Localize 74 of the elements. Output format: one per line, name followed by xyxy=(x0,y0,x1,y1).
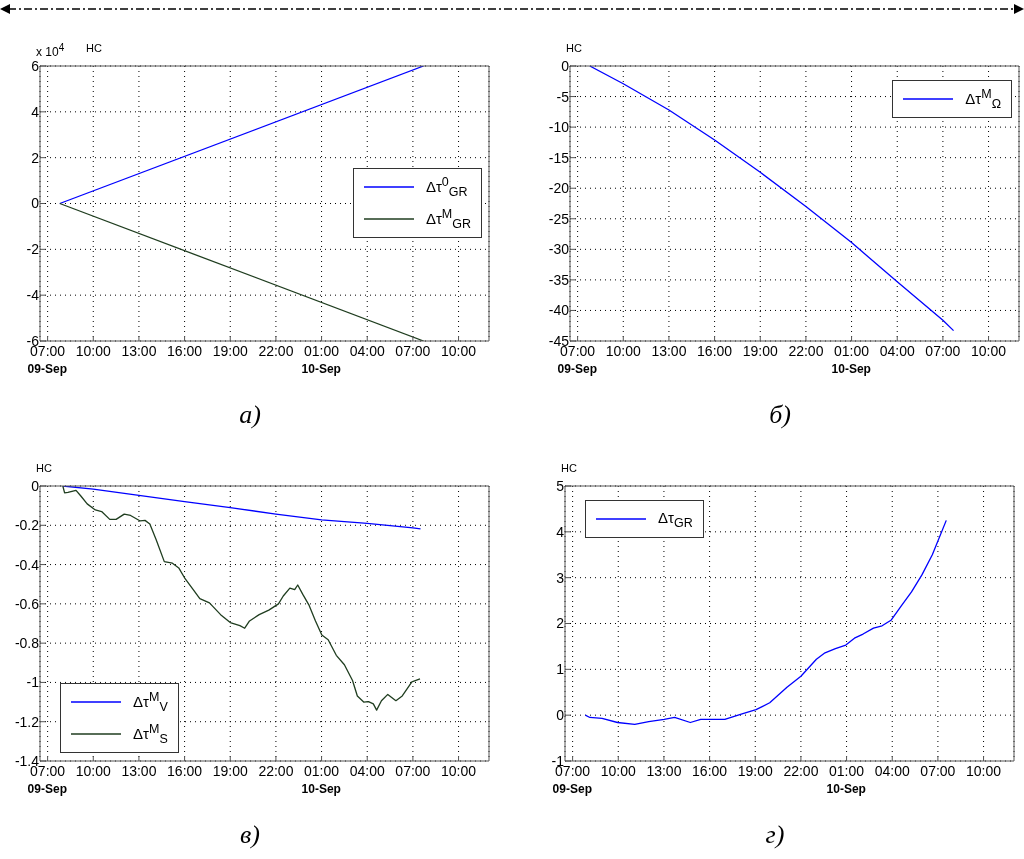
x-tick-label: 19:00 xyxy=(737,763,773,779)
x-tick-label: 10:00 xyxy=(605,343,641,359)
x-tick-label: 13:00 xyxy=(646,763,682,779)
y-tick-label: 3 xyxy=(556,569,565,586)
y-tick-label: -10 xyxy=(548,119,570,136)
x-tick-label: 13:00 xyxy=(651,343,687,359)
y-tick-label: 6 xyxy=(31,57,40,74)
legend-label: Δτ$_{GR}$ xyxy=(658,508,693,530)
y-axis-title: НС xyxy=(36,462,52,474)
x-tick-label: 01:00 10-Sep xyxy=(826,763,866,796)
x-tick-label: 22:00 xyxy=(258,343,294,359)
y-axis-title: НС xyxy=(566,42,582,54)
y-tick-label: -5 xyxy=(556,88,570,105)
x-tick-label: 19:00 xyxy=(212,763,248,779)
x-tick-label: 01:00 10-Sep xyxy=(831,343,871,376)
x-tick-label: 07:00 xyxy=(395,763,431,779)
y-tick-label: -1 xyxy=(26,674,40,691)
y-axis-title: НС xyxy=(86,42,102,54)
x-tick-label: 10:00 xyxy=(971,343,1007,359)
y-tick-label: -2 xyxy=(26,241,40,258)
x-tick-label: 16:00 xyxy=(167,763,203,779)
x-tick-label: 10:00 xyxy=(75,343,111,359)
y-tick-label: -0.4 xyxy=(14,556,40,573)
x-tick-label: 22:00 xyxy=(783,763,819,779)
x-tick-label: 07:00 xyxy=(925,343,961,359)
x-tick-label: 04:00 xyxy=(349,763,385,779)
y-tick-label: -35 xyxy=(548,271,570,288)
y-tick-label: 4 xyxy=(31,103,40,120)
x-tick-label: 10:00 xyxy=(441,343,477,359)
y-tick-label: -0.6 xyxy=(14,595,40,612)
x-tick-label: 01:00 10-Sep xyxy=(301,343,341,376)
y-tick-label: -40 xyxy=(548,302,570,319)
x-tick-label: 10:00 xyxy=(966,763,1002,779)
x-tick-label: 22:00 xyxy=(788,343,824,359)
x-tick-label: 19:00 xyxy=(742,343,778,359)
y-tick-label: -30 xyxy=(548,241,570,258)
y-tick-label: 0 xyxy=(31,477,40,494)
y-tick-label: 2 xyxy=(31,149,40,166)
text: в) xyxy=(239,820,261,850)
text: а) xyxy=(238,400,262,430)
y-tick-label: -20 xyxy=(548,180,570,197)
x-tick-label: 01:00 10-Sep xyxy=(301,763,341,796)
x-tick-label: 07:00 xyxy=(395,343,431,359)
y-tick-label: 4 xyxy=(556,523,565,540)
y-tick-label: -25 xyxy=(548,210,570,227)
y-tick-label: -4 xyxy=(26,287,40,304)
x-tick-label: 16:00 xyxy=(697,343,733,359)
x-tick-label: 04:00 xyxy=(349,343,385,359)
y-tick-label: 2 xyxy=(556,615,565,632)
x-tick-label: 10:00 xyxy=(600,763,636,779)
x-tick-label: 10:00 xyxy=(441,763,477,779)
x-tick-label: 13:00 xyxy=(121,763,157,779)
text: г) xyxy=(764,820,786,850)
x-tick-label: 22:00 xyxy=(258,763,294,779)
text: б) xyxy=(768,400,792,430)
x-tick-label: 13:00 xyxy=(121,343,157,359)
y-tick-label: 0 xyxy=(31,195,40,212)
x-tick-label: 04:00 xyxy=(879,343,915,359)
x-tick-label: 16:00 xyxy=(167,343,203,359)
x-tick-label: 10:00 xyxy=(75,763,111,779)
x-tick-label: 19:00 xyxy=(212,343,248,359)
y-tick-label: -15 xyxy=(548,149,570,166)
y-tick-label: -1.2 xyxy=(14,713,40,730)
y-axis-title: НС xyxy=(561,462,577,474)
y-tick-label: 1 xyxy=(556,661,565,678)
y-tick-label: 0 xyxy=(556,707,565,724)
y-tick-label: 5 xyxy=(556,477,565,494)
x-tick-label: 07:00 xyxy=(920,763,956,779)
text: x 10$^{4}$ xyxy=(36,42,65,59)
x-tick-label: 04:00 xyxy=(874,763,910,779)
x-tick-label: 16:00 xyxy=(692,763,728,779)
y-tick-label: -0.2 xyxy=(14,517,40,534)
y-tick-label: 0 xyxy=(561,57,570,74)
y-tick-label: -0.8 xyxy=(14,635,40,652)
